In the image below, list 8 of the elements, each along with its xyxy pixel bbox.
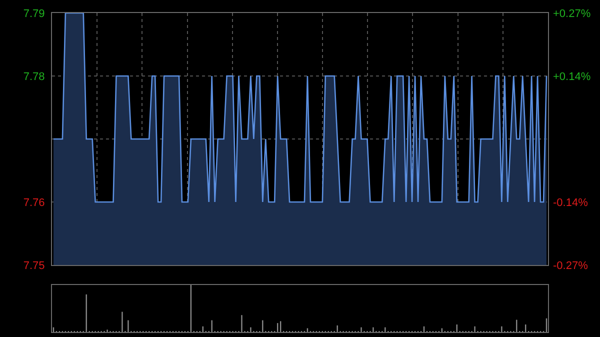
y-tick-label: 7.75: [23, 260, 45, 272]
y2-tick-label: -0.27%: [553, 260, 588, 272]
y2-tick-label: -0.14%: [553, 196, 588, 209]
y-tick-label: 7.78: [23, 70, 45, 83]
y-tick-label: 7.79: [23, 8, 45, 20]
y-tick-label: 7.76: [23, 196, 45, 209]
y2-tick-label: +0.14%: [553, 70, 591, 83]
y2-tick-label: +0.27%: [553, 8, 591, 20]
